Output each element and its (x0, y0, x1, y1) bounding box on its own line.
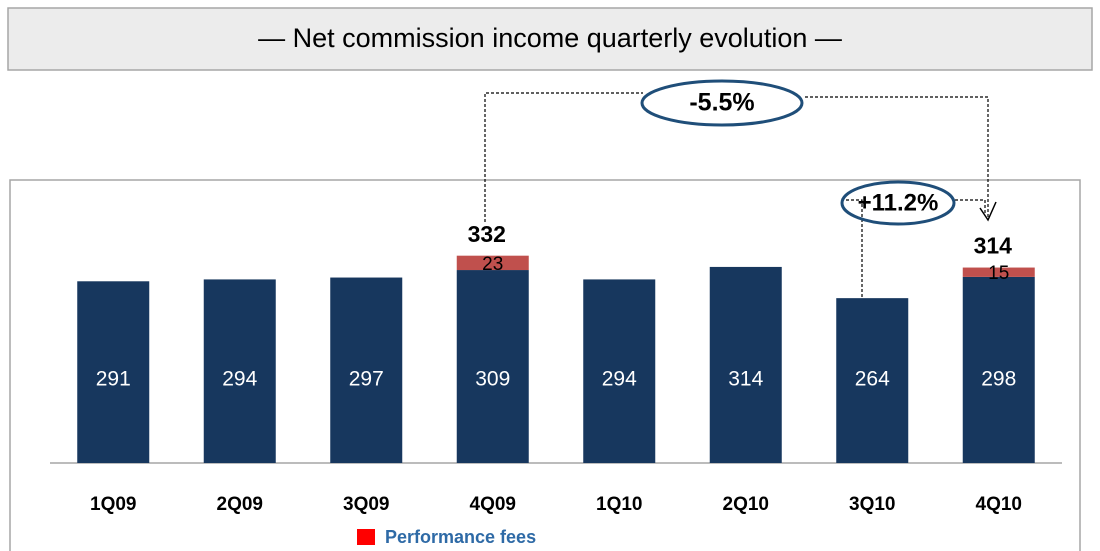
bar-segment (836, 298, 909, 463)
x-tick-label: 1Q10 (596, 494, 642, 515)
bar-segment (456, 270, 529, 463)
bar-segment (709, 266, 782, 463)
value-label: 264 (855, 368, 890, 391)
value-label: 15 (988, 263, 1009, 284)
bar-segment (77, 281, 150, 463)
bar-segment (330, 277, 403, 463)
arrow-head (979, 201, 997, 222)
value-label: 309 (475, 368, 510, 391)
total-label: 332 (468, 221, 506, 247)
bar-segment (203, 279, 276, 463)
legend-swatch (357, 529, 375, 545)
bar-segment (962, 276, 1035, 463)
annotation: -5.5% (689, 89, 754, 117)
bar-segment (583, 279, 656, 463)
x-tick-label: 2Q10 (723, 494, 769, 515)
legend-label: Performance fees (385, 527, 536, 547)
annotation: +11.2% (858, 189, 939, 216)
bar-segment (962, 267, 1035, 277)
connectors (484, 92, 989, 297)
value-label: 23 (482, 254, 503, 275)
x-tick-label: 3Q10 (849, 494, 895, 515)
x-tick-label: 3Q09 (343, 494, 389, 515)
title-box (7, 7, 1093, 71)
x-tick-label: 4Q09 (470, 494, 516, 515)
annotation-ellipse (640, 79, 804, 127)
value-label: 294 (602, 368, 637, 391)
value-label: 297 (349, 368, 384, 391)
value-label: 294 (222, 368, 257, 391)
value-label: 298 (981, 368, 1016, 391)
chart-title: — Net commission income quarterly evolut… (258, 23, 842, 53)
value-label: 291 (96, 368, 131, 391)
plot-box (9, 179, 1081, 551)
x-tick-label: 1Q09 (90, 494, 136, 515)
bar-segment (456, 255, 529, 271)
x-tick-label: 2Q09 (217, 494, 263, 515)
value-label: 314 (728, 368, 763, 391)
x-tick-label: 4Q10 (976, 494, 1022, 515)
annotation-ellipse (840, 180, 956, 226)
total-label: 314 (974, 233, 1013, 259)
